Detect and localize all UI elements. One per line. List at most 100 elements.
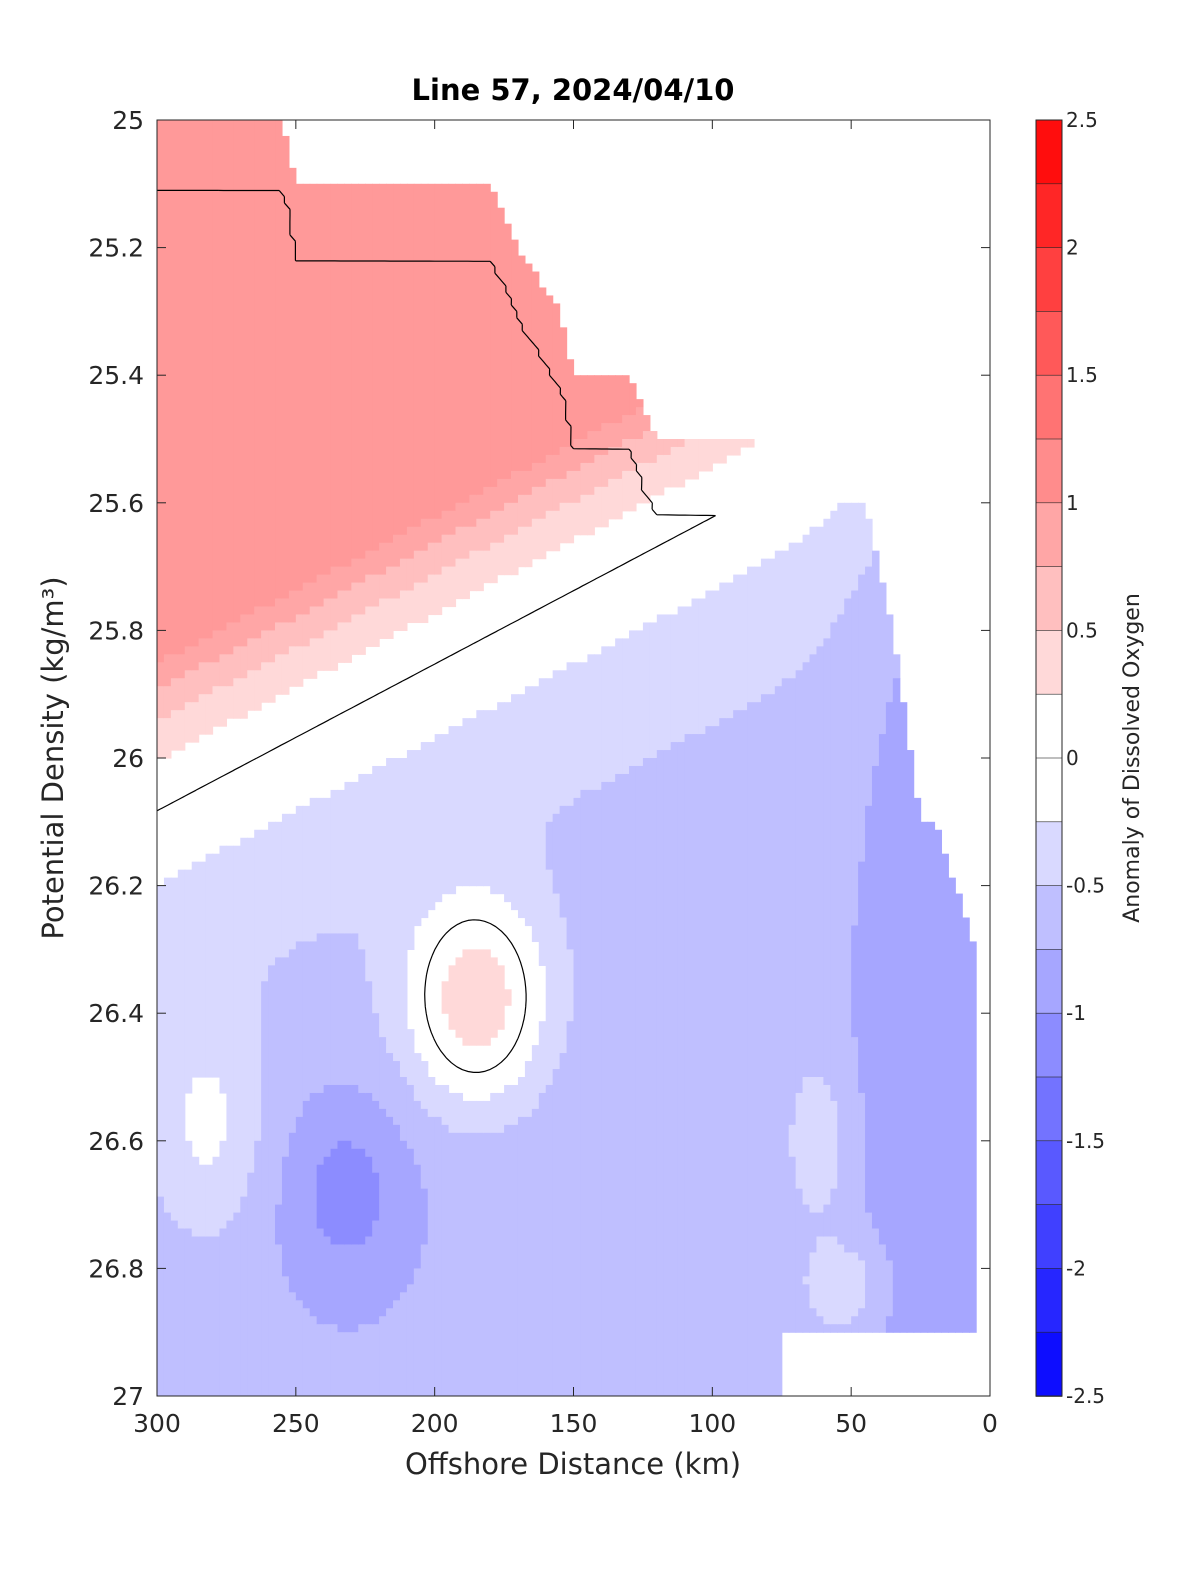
contour-cell [830,510,838,624]
contour-cell [399,590,408,632]
colorbar-segment [1035,693,1063,759]
contour-cell [386,1308,394,1396]
contour-cell [920,821,929,1333]
contour-cell [212,662,221,687]
contour-cell [393,183,401,536]
contour-cell [247,1172,255,1396]
contour-cell [177,710,186,751]
y-tick-label: 25.8 [88,616,144,645]
contour-cell [608,781,616,1396]
contour-cell [594,654,602,791]
y-tick-label: 25 [112,106,144,135]
contour-cell [531,1045,540,1110]
contour-cell [212,853,221,1078]
contour-cell [927,821,936,1333]
contour-cell [504,1124,512,1396]
contour-cell [219,845,228,1094]
contour-cell [295,805,304,943]
contour-cell [261,120,269,608]
contour-cell [316,1092,325,1166]
contour-cell [184,646,193,671]
y-tick-label: 25.2 [88,234,144,263]
contour-cell [580,662,588,791]
contour-cell [608,423,616,448]
contour-cell [309,606,318,639]
x-tick-label: 250 [272,1409,320,1438]
contour-cell [157,662,165,687]
contour-cell [191,1156,200,1238]
contour-cell [955,893,963,1333]
contour-cell [372,183,380,552]
contour-cell [788,542,797,679]
contour-cell [365,1092,373,1158]
contour-cell [226,845,234,1222]
contour-cell [941,853,949,1333]
contour-cell [580,439,588,464]
x-tick-label: 50 [835,1409,867,1438]
contour-cell [524,686,533,927]
contour-cell [420,1108,429,1190]
contour-cell [288,622,297,647]
contour-cell [830,622,838,1102]
contour-cell [351,1084,359,1150]
contour-cell [427,183,436,520]
contour-cell [281,654,290,695]
contour-cell [635,462,644,504]
colorbar-segment [1035,183,1063,249]
contour-cell [275,1244,283,1396]
contour-cell [462,1132,470,1396]
contour-cell [205,853,214,1078]
contour-cell [198,1236,207,1396]
contour-cell [462,526,470,560]
contour-cell [483,949,491,1046]
contour-cell [878,734,887,1246]
contour-cell [677,446,686,488]
contour-cell [365,606,373,647]
contour-cell [191,120,200,647]
contour-cell [275,654,283,695]
contour-cell [316,574,325,608]
contour-cell [677,742,686,1396]
contour-cell [545,821,554,871]
contour-cell [316,1164,325,1230]
contour-cell [504,1084,512,1126]
contour-cell [511,239,519,472]
contour-cell [163,120,172,655]
contour-cell [559,478,568,504]
contour-cell [795,1092,804,1190]
contour-cell [427,742,436,911]
contour-cell [406,750,415,950]
contour-cell [205,1236,214,1396]
contour-cell [177,678,186,711]
y-tick-label: 26.2 [88,872,144,901]
contour-cell [934,829,943,1333]
contour-cell [705,439,713,472]
contour-cell [413,1053,422,1102]
colorbar-segment [1035,630,1063,696]
contour-cell [858,502,866,576]
contour-cell [233,120,241,624]
contour-cell [802,1284,811,1333]
contour-cell [858,1308,866,1333]
contour-cell [858,1092,866,1262]
contour-cell [163,654,172,687]
contour-cell [865,1212,873,1333]
contour-cell [691,598,700,735]
y-tick-label: 27 [112,1382,144,1411]
contour-cell [545,510,554,552]
contour-cell [608,446,616,480]
contour-cell [281,813,290,958]
contour-cell [552,510,561,552]
contour-cell [406,1284,415,1396]
contour-cell [823,518,831,639]
contour-cell [760,558,769,695]
contour-cell [913,797,922,1333]
contour-cell [524,263,533,472]
contour-cell [281,598,290,624]
contour-cell [323,1156,332,1238]
contour-cell [517,1077,526,1118]
colorbar-segment [1035,247,1063,313]
contour-cell [455,183,464,504]
contour-cell [309,1092,318,1317]
contour-cell [295,1116,304,1301]
